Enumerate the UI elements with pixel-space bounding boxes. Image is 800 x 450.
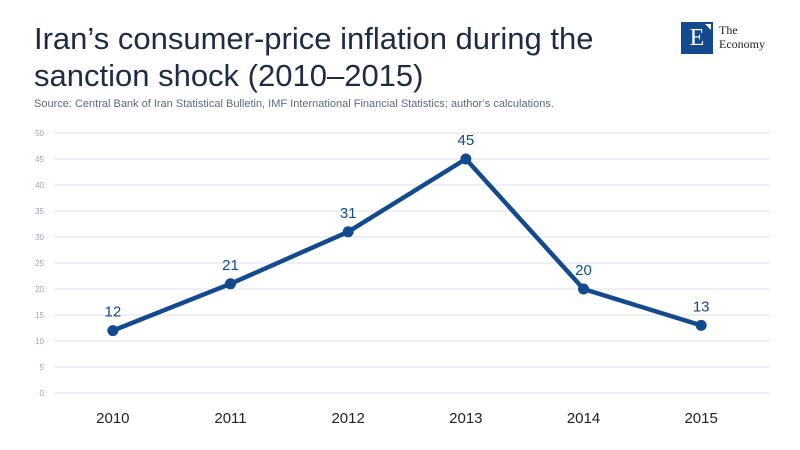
data-label: 45 <box>457 132 474 149</box>
chart-title: Iran’s consumer-price inflation during t… <box>34 21 594 93</box>
y-tick-label: 15 <box>35 311 44 320</box>
y-tick-label: 25 <box>35 259 44 268</box>
y-tick-label: 10 <box>35 337 44 346</box>
y-tick-label: 5 <box>40 363 45 372</box>
data-point <box>225 278 236 290</box>
data-point <box>342 226 354 238</box>
data-point <box>460 153 472 165</box>
y-tick-label: 30 <box>35 233 44 242</box>
y-tick-label: 20 <box>35 285 44 294</box>
y-tick-label: 45 <box>35 155 44 164</box>
data-point <box>107 325 119 337</box>
data-label: 31 <box>340 205 357 222</box>
logo-line-1: The <box>719 23 738 37</box>
data-label: 12 <box>104 304 121 321</box>
data-point <box>695 319 707 331</box>
y-tick-label: 0 <box>40 389 45 398</box>
logo-line-2: Economy <box>719 37 765 51</box>
x-tick-label: 2010 <box>96 410 129 427</box>
data-label: 20 <box>575 262 592 279</box>
source-note: Source: Central Bank of Iran Statistical… <box>34 98 554 110</box>
logo-corner-shape <box>705 24 711 30</box>
x-tick-label: 2012 <box>331 410 364 427</box>
y-tick-label: 35 <box>35 207 44 216</box>
x-tick-label: 2011 <box>214 410 246 427</box>
logo-wordmark: The Economy <box>719 23 765 51</box>
data-point <box>578 283 589 295</box>
series-line <box>112 156 702 333</box>
x-tick-label: 2015 <box>684 410 717 427</box>
data-label: 21 <box>222 257 239 274</box>
y-tick-label: 40 <box>35 181 44 190</box>
data-label: 13 <box>693 298 710 315</box>
x-tick-label: 2013 <box>449 410 482 427</box>
y-tick-label: 50 <box>35 129 44 138</box>
x-tick-label: 2014 <box>567 410 600 427</box>
